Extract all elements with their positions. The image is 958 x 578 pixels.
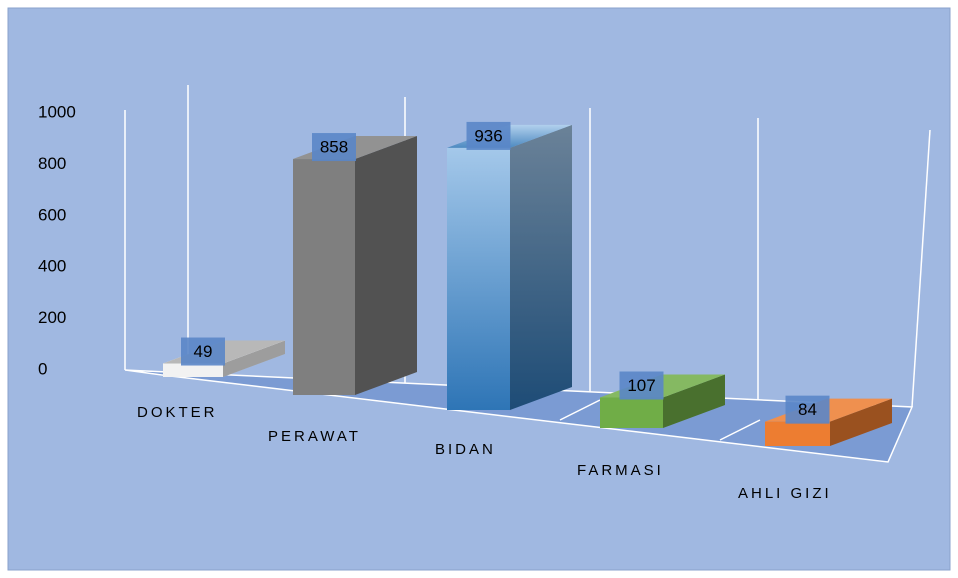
y-tick-label: 1000 (38, 102, 76, 121)
value-label-box (312, 133, 356, 162)
x-tick-label: AHLI GIZI (738, 485, 832, 502)
bar-side (223, 340, 285, 377)
bar (447, 124, 572, 411)
bar-side-shade (663, 374, 725, 428)
x-tick-label: FARMASI (577, 462, 664, 479)
bar-side (663, 374, 725, 428)
value-label-box (466, 121, 511, 150)
bar-front (600, 397, 663, 428)
bar-side-shade (830, 398, 892, 446)
bar-front (447, 147, 510, 411)
x-tick-label: PERAWAT (268, 428, 361, 445)
y-tick-label: 200 (38, 308, 66, 327)
value-label-box (619, 371, 664, 400)
value-label: 107 (627, 376, 655, 395)
x-tick-label: BIDAN (435, 441, 496, 458)
y-tick-label: 800 (38, 154, 66, 173)
y-tick-label: 0 (38, 359, 47, 378)
bar-side (830, 398, 892, 446)
value-label-box (785, 395, 830, 424)
value-label-box (181, 337, 225, 366)
value-label: 84 (798, 400, 817, 419)
x-tick-label: DOKTER (137, 404, 218, 421)
bar-side-shade (223, 340, 285, 377)
bar-side-shade (355, 136, 417, 396)
bar-front (765, 421, 830, 446)
y-tick-label: 600 (38, 205, 66, 224)
bar-side-shade (510, 124, 572, 411)
bar-side (510, 124, 572, 411)
value-label: 936 (474, 126, 502, 145)
bar-side (355, 136, 417, 396)
bar-front (163, 363, 223, 377)
value-label: 49 (194, 342, 213, 361)
value-label: 858 (320, 138, 348, 157)
bar (293, 136, 417, 396)
bar-front (293, 159, 355, 395)
y-tick-label: 400 (38, 257, 66, 276)
